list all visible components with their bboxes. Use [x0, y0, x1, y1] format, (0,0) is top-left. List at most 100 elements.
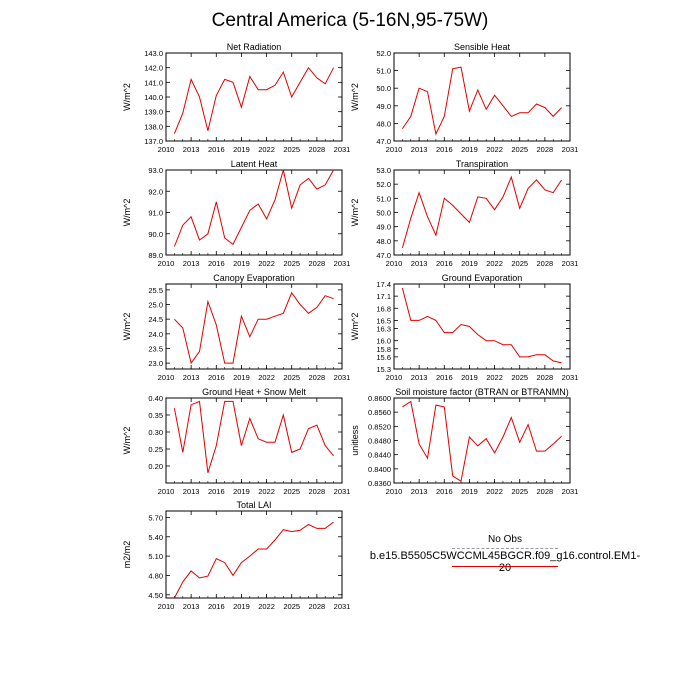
y-tick-label: 52.0	[376, 49, 391, 58]
y-axis-label: W/m^2	[122, 199, 132, 227]
x-tick-label: 2016	[208, 602, 225, 611]
x-tick-label: 2022	[486, 373, 503, 382]
y-tick-label: 0.8400	[368, 465, 391, 474]
x-tick-label: 2013	[183, 487, 200, 496]
x-tick-label: 2019	[461, 259, 478, 268]
x-tick-label: 2013	[411, 259, 428, 268]
x-tick-label: 2013	[183, 373, 200, 382]
x-tick-label: 2022	[258, 602, 275, 611]
panel-title: Net Radiation	[227, 42, 282, 52]
x-tick-label: 2028	[309, 487, 326, 496]
x-tick-label: 2013	[411, 373, 428, 382]
y-tick-label: 24.0	[148, 330, 163, 339]
series-line	[401, 175, 563, 249]
y-tick-label: 51.0	[376, 194, 391, 203]
y-axis-label: W/m^2	[122, 427, 132, 455]
y-tick-label: 140.0	[144, 93, 163, 102]
panel-title: Canopy Evaporation	[213, 273, 295, 283]
x-tick-label: 2019	[233, 145, 250, 154]
y-tick-label: 16.5	[376, 316, 391, 325]
x-tick-label: 2013	[411, 487, 428, 496]
x-tick-label: 2031	[334, 487, 351, 496]
x-tick-label: 2028	[309, 259, 326, 268]
y-tick-label: 49.0	[376, 102, 391, 111]
chart-panel-7: Ground Heat + Snow Melt W/m^2 2010 2013 2016…	[122, 387, 350, 496]
chart-panel-4: Transpiration W/m^2 2010 2013 2016 2019 2022 20…	[350, 159, 578, 268]
y-tick-label: 17.4	[376, 280, 391, 289]
plot-frame	[393, 169, 571, 256]
plot-frame	[165, 510, 343, 599]
x-tick-label: 2022	[486, 145, 503, 154]
x-tick-label: 2016	[208, 145, 225, 154]
y-axis-label: unitless	[350, 425, 360, 456]
x-tick-label: 2025	[511, 487, 528, 496]
y-tick-label: 138.0	[144, 122, 163, 131]
x-tick-label: 2031	[334, 259, 351, 268]
y-tick-label: 5.70	[148, 513, 163, 522]
y-tick-label: 5.10	[148, 552, 163, 561]
x-tick-label: 2031	[334, 602, 351, 611]
y-tick-label: 143.0	[144, 49, 163, 58]
y-tick-label: 0.8600	[368, 394, 391, 403]
plot-frame	[165, 52, 343, 142]
x-tick-label: 2031	[562, 259, 579, 268]
y-tick-label: 15.8	[376, 345, 391, 354]
x-tick-label: 2013	[411, 145, 428, 154]
x-tick-label: 2031	[334, 373, 351, 382]
y-tick-label: 141.0	[144, 78, 163, 87]
y-tick-label: 0.25	[148, 445, 163, 454]
y-axis-label: W/m^2	[122, 313, 132, 341]
x-tick-label: 2010	[158, 259, 175, 268]
x-tick-label: 2028	[309, 602, 326, 611]
x-tick-label: 2022	[258, 145, 275, 154]
chart-panel-8: Soil moisture factor (BTRAN or BTRANMN) u…	[350, 387, 578, 496]
y-axis-label: W/m^2	[350, 313, 360, 341]
chart-panel-1: Net Radiation W/m^2 2010 2013 2016 2019 2022 20…	[122, 42, 350, 154]
series-line	[401, 287, 562, 364]
x-tick-label: 2022	[258, 373, 275, 382]
y-tick-label: 142.0	[144, 64, 163, 73]
x-tick-label: 2019	[461, 373, 478, 382]
chart-panel-2: Sensible Heat W/m^2 2010 2013 2016 2019 2022 20…	[350, 42, 578, 154]
y-tick-label: 0.20	[148, 462, 163, 471]
y-tick-label: 16.3	[376, 325, 391, 334]
y-axis-label: W/m^2	[122, 83, 132, 111]
plot-frame	[165, 169, 343, 256]
y-tick-label: 23.0	[148, 359, 163, 368]
x-tick-label: 2019	[233, 259, 250, 268]
panel-title: Ground Evaporation	[442, 273, 523, 283]
y-tick-label: 4.50	[148, 591, 163, 600]
x-tick-label: 2028	[537, 259, 554, 268]
y-tick-label: 48.0	[376, 119, 391, 128]
x-tick-label: 2019	[233, 487, 250, 496]
y-tick-label: 89.0	[148, 251, 163, 260]
x-tick-label: 2019	[461, 145, 478, 154]
y-tick-label: 16.8	[376, 304, 391, 313]
legend-obs-swatch	[452, 548, 558, 549]
x-tick-label: 2010	[158, 602, 175, 611]
y-tick-label: 25.0	[148, 301, 163, 310]
panel-title: Sensible Heat	[454, 42, 511, 52]
series-line	[173, 66, 335, 134]
x-tick-label: 2025	[511, 373, 528, 382]
y-tick-label: 0.8440	[368, 451, 391, 460]
x-tick-label: 2031	[334, 145, 351, 154]
x-tick-label: 2016	[436, 373, 453, 382]
panel-title: Ground Heat + Snow Melt	[202, 387, 306, 397]
plot-frame	[393, 283, 571, 370]
series-line	[173, 521, 334, 599]
x-tick-label: 2010	[158, 145, 175, 154]
panel-title: Transpiration	[456, 159, 508, 169]
y-tick-label: 0.8520	[368, 422, 391, 431]
x-tick-label: 2031	[562, 373, 579, 382]
x-tick-label: 2025	[283, 487, 300, 496]
y-tick-label: 15.3	[376, 365, 391, 374]
y-tick-label: 17.1	[376, 292, 391, 301]
y-tick-label: 16.0	[376, 337, 391, 346]
y-tick-label: 47.0	[376, 137, 391, 146]
y-tick-label: 5.40	[148, 533, 163, 542]
y-tick-label: 93.0	[148, 166, 163, 175]
plot-frame	[393, 397, 571, 484]
y-tick-label: 0.8480	[368, 437, 391, 446]
